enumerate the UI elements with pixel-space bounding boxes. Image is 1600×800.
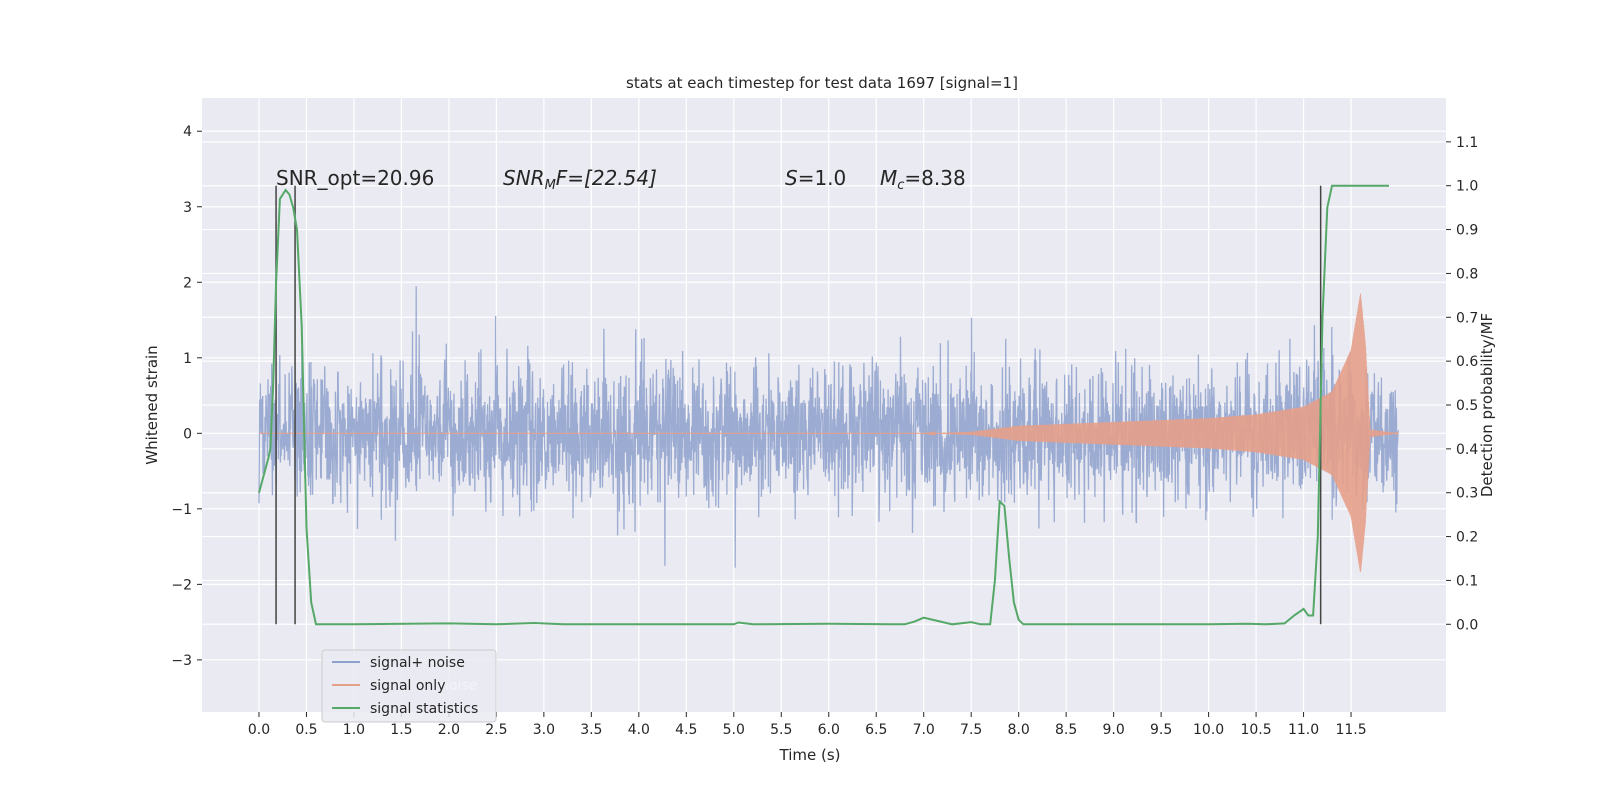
legend-label-signal-only: signal only	[370, 678, 445, 694]
right-y-axis-label: Detection probability/MF	[1478, 313, 1496, 497]
right-y-tick-label: 0.0	[1456, 617, 1478, 633]
x-axis-label: Time (s)	[779, 746, 841, 764]
right-y-tick-label: 0.5	[1456, 398, 1478, 414]
left-y-axis-label: Whitened strain	[143, 345, 161, 464]
s-value: =1.0	[798, 166, 847, 190]
left-y-tick-label: −1	[171, 502, 192, 518]
legend: noise signal+ noise signal only signal s…	[321, 649, 497, 723]
x-tick-label: 3.5	[580, 722, 602, 738]
left-y-tick-label: 3	[183, 200, 192, 216]
signal-noise-series	[258, 286, 1400, 568]
left-y-tick-label: 2	[183, 275, 192, 291]
x-tick-label: 0.0	[248, 722, 270, 738]
x-tick-label: 11.5	[1335, 722, 1366, 738]
x-tick-label: 5.5	[770, 722, 792, 738]
right-y-tick-label: 0.7	[1456, 310, 1478, 326]
x-tick-label: 8.5	[1055, 722, 1077, 738]
x-tick-label: 10.5	[1240, 722, 1271, 738]
x-tick-label: 2.0	[438, 722, 460, 738]
snr-mf-value: F=[22.54]	[556, 166, 657, 190]
left-y-tick-label: 0	[183, 426, 192, 442]
snr-mf-annotation: SNRMF=[22.54]	[503, 166, 657, 193]
legend-label-signal-statistics: signal statistics	[370, 701, 478, 717]
signal-statistics-line	[258, 184, 1389, 626]
x-tick-label: 9.5	[1150, 722, 1172, 738]
chart-title: stats at each timestep for test data 169…	[626, 74, 1018, 92]
legend-label-signal-noise: signal+ noise	[370, 655, 465, 671]
right-y-tick-label: 0.3	[1456, 486, 1478, 502]
x-tick-label: 8.0	[1008, 722, 1030, 738]
right-y-tick-label: 0.2	[1456, 530, 1478, 546]
right-y-tick-label: 0.1	[1456, 573, 1478, 589]
x-tick-label: 6.0	[818, 722, 840, 738]
signal-only-series	[259, 293, 1399, 572]
right-y-tick-label: 0.9	[1456, 223, 1478, 239]
mc-annotation: Mc=8.38	[880, 166, 966, 193]
right-y-tick-label: 0.4	[1456, 442, 1478, 458]
x-tick-label: 0.5	[295, 722, 317, 738]
x-tick-label: 5.0	[723, 722, 745, 738]
x-tick-label: 1.0	[343, 722, 365, 738]
x-tick-label: 3.0	[533, 722, 555, 738]
mc-symbol: M	[880, 166, 897, 190]
x-tick-label: 11.0	[1288, 722, 1319, 738]
right-y-tick-label: 1.1	[1456, 135, 1478, 151]
x-tick-label: 10.0	[1193, 722, 1224, 738]
s-symbol: S	[785, 166, 798, 190]
left-y-tick-label: −3	[171, 653, 192, 669]
x-tick-label: 6.5	[865, 722, 887, 738]
signal-statistics-series	[258, 184, 1389, 626]
mc-value: =8.38	[904, 166, 965, 190]
signal-noise-line	[258, 286, 1400, 568]
mc-subscript: c	[897, 178, 904, 193]
snr-opt-annotation: SNR_opt=20.96	[276, 166, 434, 190]
legend-faded-text: noise	[440, 678, 477, 694]
right-y-tick-label: 1.0	[1456, 179, 1478, 195]
left-y-tick-label: 4	[183, 124, 192, 140]
s-annotation: S=1.0	[785, 166, 846, 190]
left-y-tick-label: −2	[171, 577, 192, 593]
snr-mf-subscript: M	[545, 178, 556, 193]
x-tick-label: 9.0	[1103, 722, 1125, 738]
snr-mf-symbol: SNR	[503, 166, 545, 190]
x-tick-label: 4.5	[675, 722, 697, 738]
right-y-tick-label: 0.8	[1456, 266, 1478, 282]
legend-box	[321, 649, 497, 723]
x-tick-label: 4.0	[628, 722, 650, 738]
x-tick-label: 2.5	[485, 722, 507, 738]
grid	[202, 98, 1446, 712]
right-y-tick-label: 0.6	[1456, 354, 1478, 370]
x-tick-label: 7.0	[913, 722, 935, 738]
left-y-tick-label: 1	[183, 351, 192, 367]
x-axis-ticks: 0.0 0.5 1.0 1.5 2.0 2.5 3.0 3.5 4.0 4.5 5.0 5.5 6.0 6…	[248, 712, 1367, 738]
right-y-axis-ticks: 0.0 0.1 0.2 0.3 0.4 0.5 0.6 0.7 0.8 0.9 1.0 1.1	[1446, 135, 1478, 633]
left-y-axis-ticks: −3 −2 −1 0 1 2 3 4	[171, 124, 202, 669]
x-tick-label: 1.5	[390, 722, 412, 738]
signal-only-line	[259, 293, 1399, 572]
x-tick-label: 7.5	[960, 722, 982, 738]
